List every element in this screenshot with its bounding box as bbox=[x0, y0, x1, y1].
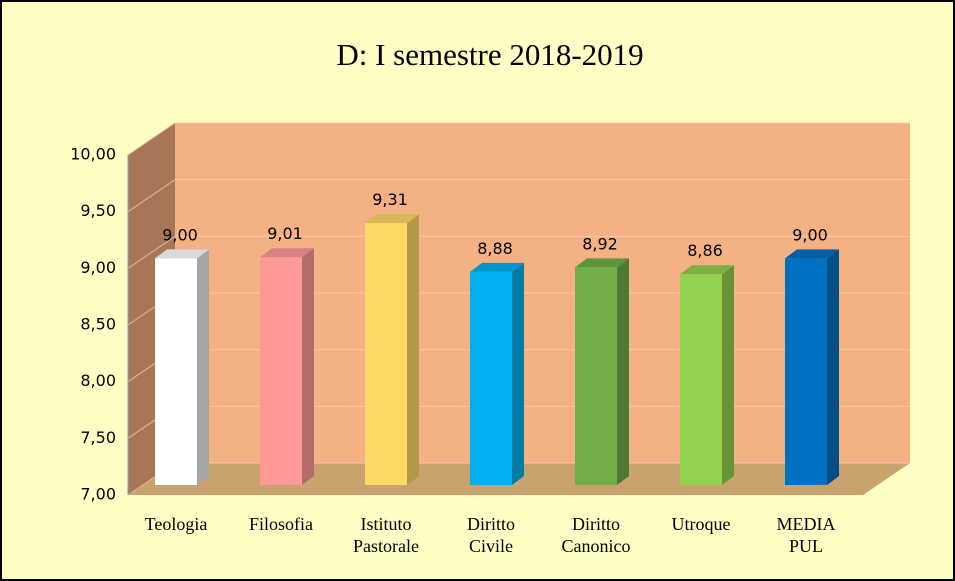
y-tick-label: 8,00 bbox=[80, 371, 116, 390]
bar-top bbox=[785, 249, 839, 259]
bar bbox=[785, 258, 827, 485]
data-label: 9,01 bbox=[267, 224, 303, 243]
y-tick-label: 7,50 bbox=[80, 428, 116, 447]
x-tick-label: Filosofia bbox=[248, 514, 313, 534]
data-label: 8,92 bbox=[582, 234, 618, 253]
bar-side bbox=[512, 262, 524, 485]
y-tick-label: 8,50 bbox=[80, 315, 116, 334]
x-tick-label: Diritto Civile bbox=[467, 514, 515, 556]
bar-top bbox=[155, 249, 209, 259]
bar bbox=[260, 257, 302, 485]
bar-top bbox=[575, 258, 629, 268]
bar bbox=[155, 258, 197, 485]
bar-side bbox=[722, 265, 734, 485]
bar-top bbox=[260, 248, 314, 258]
x-tick-label: Teologia bbox=[144, 514, 208, 534]
data-label: 9,00 bbox=[792, 225, 828, 244]
bar-side bbox=[197, 249, 209, 485]
data-label: 9,31 bbox=[372, 190, 408, 209]
bar-side bbox=[617, 258, 629, 485]
data-label: 8,88 bbox=[477, 239, 513, 258]
bar bbox=[470, 271, 512, 485]
data-label: 8,86 bbox=[687, 241, 723, 260]
bar-top bbox=[365, 214, 419, 224]
y-tick-label: 10,00 bbox=[70, 145, 116, 164]
data-label: 9,00 bbox=[162, 225, 198, 244]
x-tick-label: Utroque bbox=[671, 514, 731, 534]
grid-line bbox=[127, 235, 176, 269]
bar bbox=[365, 223, 407, 485]
x-tick-label: Diritto Canonico bbox=[561, 514, 631, 556]
y-tick-label: 9,00 bbox=[80, 258, 116, 277]
chart-title: D: I semestre 2018-2019 bbox=[336, 37, 643, 72]
x-tick-label: Istituto Pastorale bbox=[353, 514, 419, 556]
bar bbox=[575, 267, 617, 485]
grid-line bbox=[127, 179, 176, 213]
bar-side bbox=[827, 249, 839, 485]
bar-top bbox=[470, 262, 524, 272]
x-tick-label: MEDIA PUL bbox=[776, 514, 836, 556]
y-tick-label: 7,00 bbox=[80, 485, 116, 504]
bar-side bbox=[302, 248, 314, 485]
bar-side bbox=[407, 214, 419, 485]
bar-top bbox=[680, 265, 734, 275]
y-tick-label: 9,50 bbox=[80, 201, 116, 220]
bar bbox=[680, 274, 722, 485]
grid-line bbox=[127, 122, 176, 156]
